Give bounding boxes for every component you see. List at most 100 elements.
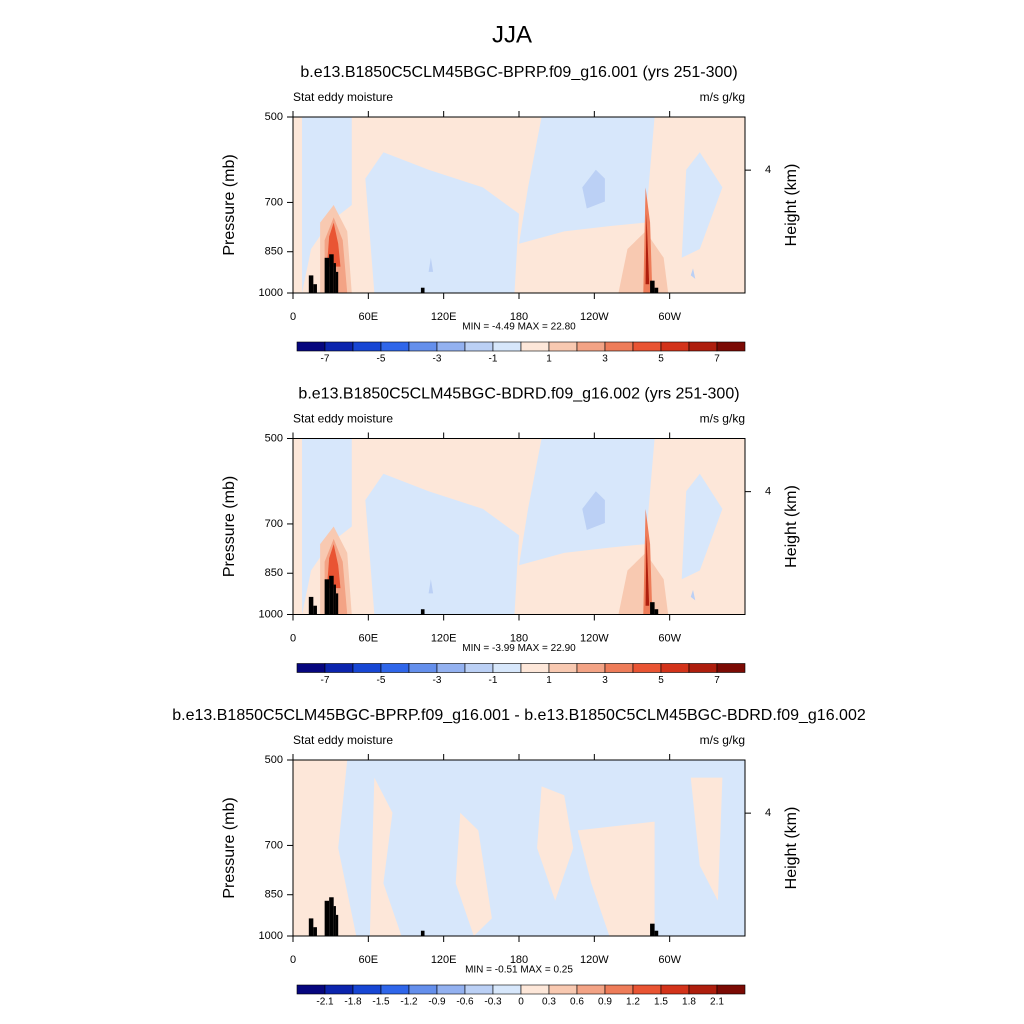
y-tick-label: 500	[265, 754, 283, 766]
y-tick-label: 1000	[259, 287, 283, 299]
y-tick-label: 500	[265, 432, 283, 444]
colorbar-box	[408, 984, 438, 995]
topography	[333, 906, 336, 936]
colorbar-label: -1	[489, 354, 498, 365]
x-tick-label: 0	[290, 311, 296, 323]
colorbar-label: 1.8	[682, 997, 696, 1008]
colorbar-box	[352, 984, 382, 995]
x-tick-label: 120W	[580, 632, 609, 644]
colorbar-box	[352, 663, 382, 673]
x-tick-label: 180	[510, 632, 528, 644]
colorbar-label: 0.9	[598, 997, 612, 1008]
contour-region	[618, 552, 669, 615]
colorbar-box	[660, 341, 690, 352]
colorbar-box	[352, 341, 382, 352]
y-tick-label: 850	[265, 246, 283, 258]
contour-region	[537, 786, 574, 901]
colorbar-box	[548, 663, 578, 673]
colorbar-label: -7	[321, 354, 330, 365]
colorbar-box	[296, 984, 326, 995]
x-tick-label: 60E	[359, 954, 379, 966]
colorbar-label: -7	[321, 675, 330, 686]
y-axis-label: Pressure (mb)	[221, 476, 238, 577]
colorbar-box	[576, 663, 606, 673]
colorbar-box	[688, 984, 718, 995]
colorbar-label: 7	[714, 354, 720, 365]
contour-region	[302, 438, 352, 615]
colorbar-label: 0.3	[542, 997, 556, 1008]
contour-field	[293, 760, 745, 936]
topography	[324, 579, 330, 615]
colorbar-label: -1.8	[344, 997, 362, 1008]
colorbar-label: 1.2	[626, 997, 640, 1008]
colorbar-box	[492, 663, 522, 673]
colorbar-box	[604, 663, 634, 673]
colorbar-box	[520, 984, 550, 995]
right-label: m/s g/kg	[700, 412, 745, 426]
colorbar-box	[296, 341, 326, 352]
colorbar-box	[688, 663, 718, 673]
contour-region	[577, 821, 655, 936]
topography	[329, 254, 334, 293]
min-max-label: MIN = -0.51 MAX = 0.25	[465, 965, 573, 976]
x-tick-label: 0	[290, 632, 296, 644]
colorbar-label: 0.6	[570, 997, 584, 1008]
panel-title: b.e13.B1850C5CLM45BGC-BDRD.f09_g16.002 (…	[298, 386, 739, 403]
y-tick-label: 700	[265, 196, 283, 208]
x-tick-label: 120E	[431, 311, 457, 323]
colorbar-label: -0.9	[428, 997, 446, 1008]
contour-region	[681, 473, 723, 580]
topography	[420, 287, 425, 293]
y-tick-label: 500	[265, 111, 283, 123]
left-label: Stat eddy moisture	[293, 733, 393, 747]
contour-region	[369, 777, 402, 936]
contour-region	[365, 152, 519, 293]
colorbar-box	[632, 663, 662, 673]
left-label: Stat eddy moisture	[293, 90, 393, 104]
topography	[313, 927, 317, 936]
y-tick-label: 700	[265, 518, 283, 530]
colorbar-box	[436, 663, 466, 673]
x-tick-label: 180	[510, 954, 528, 966]
contour-region	[455, 812, 492, 936]
topography	[324, 900, 330, 936]
colorbar-label: 3	[602, 354, 608, 365]
contour-region	[365, 473, 519, 615]
x-tick-label: 180	[510, 311, 528, 323]
colorbar-box	[688, 341, 718, 352]
colorbar-label: 1.5	[654, 997, 668, 1008]
colorbar-box	[548, 341, 578, 352]
x-tick-label: 120E	[431, 954, 457, 966]
colorbar-box	[324, 984, 354, 995]
topography	[420, 609, 425, 615]
topography	[329, 897, 334, 936]
x-tick-label: 60W	[658, 632, 681, 644]
colorbar-label: 1	[546, 354, 552, 365]
contour-region	[302, 117, 352, 293]
topography	[313, 284, 317, 293]
colorbar-box	[324, 341, 354, 352]
colorbar-box	[380, 341, 410, 352]
y2-axis-label: Height (km)	[783, 807, 800, 890]
colorbar-box	[492, 341, 522, 352]
x-tick-label: 60W	[658, 954, 681, 966]
colorbar-box	[464, 663, 494, 673]
colorbar-label: -0.6	[456, 997, 474, 1008]
topography	[333, 263, 336, 293]
contour-region	[582, 491, 605, 531]
colorbar-box	[632, 341, 662, 352]
x-tick-label: 60E	[359, 311, 379, 323]
contour-region	[428, 579, 434, 594]
colorbar-box	[604, 341, 634, 352]
colorbar-box	[408, 341, 438, 352]
colorbar-label: 0	[518, 997, 524, 1008]
colorbar-label: -5	[377, 675, 386, 686]
y2-tick-label: 4	[765, 164, 771, 176]
right-label: m/s g/kg	[700, 733, 745, 747]
x-tick-label: 0	[290, 954, 296, 966]
y-axis-label: Pressure (mb)	[221, 154, 238, 255]
contour-region	[582, 169, 605, 209]
colorbar-label: -0.3	[484, 997, 502, 1008]
colorbar-box	[436, 341, 466, 352]
